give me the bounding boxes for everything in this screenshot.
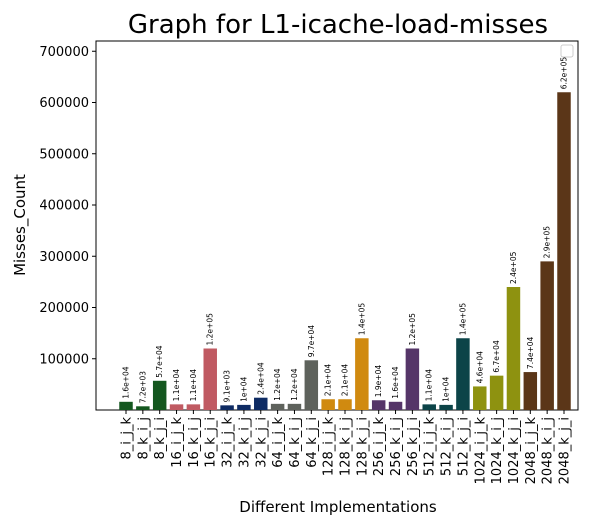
x-tick-label: 2048_i_j_k [524,417,539,485]
x-tick-label: 1024_k_j_i [507,417,522,484]
data-label: 6.7e+04 [492,340,501,373]
y-tick-label: 500000 [39,147,89,162]
data-label: 2.1e+04 [341,364,350,397]
x-tick-label: 16_k_i_j [187,417,202,468]
bar-512_i_j_k [422,404,436,410]
bar-2048_k_j_i [557,92,571,410]
y-axis: 100000 200000 300000 400000 500000 600000 7000… [39,45,96,367]
x-tick-label: 256_k_i_j [389,417,404,476]
bar-256_k_i_j [388,401,403,410]
x-tick-label: 256_k_j_i [406,417,421,476]
bar-16_i_j_k [169,404,184,410]
x-tick-label: 256_i_j_k [372,417,387,477]
data-label: 1.6e+04 [391,366,400,399]
bar-1024_k_i_j [489,375,504,410]
data-label: 6.2e+05 [560,57,569,90]
x-tick-label: 32_i_j_k [221,417,236,468]
bar-128_k_i_j [338,399,352,410]
bar-256_i_j_k [371,400,386,410]
data-label: 1.2e+04 [273,368,282,401]
data-label: 1.2e+05 [206,313,215,346]
bar-8_k_j_i [152,380,167,410]
x-tick-label: 128_k_i_j [339,417,354,476]
data-label: 1.4e+05 [357,303,366,336]
x-axis: 8_i_j_k 8_k_i_j 8_k_j_i 16_i_j_k 16_k_i_j 16_… [120,410,573,484]
data-label: 1e+04 [239,376,248,401]
bars-layer [119,92,571,411]
plot-frame [95,40,579,411]
data-label: 1.4e+05 [458,303,467,336]
legend-box [560,44,574,58]
x-tick-label: 64_k_j_i [305,417,320,468]
y-tick-label: 700000 [39,45,89,60]
x-tick-label: 512_i_j_k [423,417,438,477]
bar-16_k_i_j [186,404,201,410]
x-tick-label: 16_i_j_k [170,417,185,468]
data-label: 5.7e+04 [155,345,164,378]
data-label: 2.4e+05 [509,251,518,284]
data-label: 1.2e+05 [408,313,417,346]
data-label: 1.1e+04 [425,369,434,402]
x-tick-label: 512_k_i_j [440,417,455,476]
x-tick-label: 1024_k_i_j [490,417,505,484]
bar-64_i_j_k [270,403,285,410]
bar-512_k_j_i [456,338,470,410]
bar-32_i_j_k [220,405,234,410]
data-label: 2.1e+04 [324,364,333,397]
x-tick-label: 8_k_j_i [153,417,168,460]
bar-64_k_j_i [304,360,319,410]
bar-2048_k_i_j [540,261,554,411]
x-tick-label: 32_k_j_i [254,417,269,468]
data-label: 1.1e+04 [172,369,181,402]
data-label: 1e+04 [442,376,451,401]
x-axis-label: Different Implementations [239,498,437,516]
bar-32_k_i_j [237,404,251,411]
bar-128_k_j_i [355,338,369,410]
y-axis-label: Misses_Count [11,174,30,276]
x-tick-label: 128_k_j_i [355,417,370,476]
x-tick-label: 8_i_j_k [120,417,135,460]
x-tick-label: 16_k_j_i [204,417,219,468]
data-label: 2.9e+05 [543,226,552,259]
x-tick-label: 2048_k_j_i [558,417,573,484]
data-label: 9.1e+03 [223,370,232,403]
y-tick-label: 200000 [39,301,89,316]
x-tick-label: 2048_k_i_j [541,417,556,484]
x-tick-label: 128_i_j_k [322,417,337,477]
y-tick-label: 600000 [39,96,89,111]
x-tick-label: 32_k_i_j [237,417,252,468]
chart-title: Graph for L1-icache-load-misses [128,10,548,40]
data-labels-layer: 1.6e+04 7.2e+03 5.7e+04 1.1e+04 1.1e+04 1.2e+… [122,57,569,404]
data-label: 9.7e+04 [307,325,316,358]
bar-1024_i_j_k [473,386,487,410]
x-tick-label: 1024_i_j_k [473,417,488,485]
plot-area: 1.6e+04 7.2e+03 5.7e+04 1.1e+04 1.1e+04 1.2e+… [95,40,579,411]
data-label: 1.9e+04 [374,365,383,398]
x-tick-label: 512_k_j_i [456,417,471,476]
bar-2048_i_j_k [523,372,538,410]
data-label: 1.6e+04 [122,366,131,399]
y-tick-label: 400000 [39,199,89,214]
bar-8_i_j_k [119,401,133,410]
data-label: 1.1e+04 [189,369,198,402]
bar-512_k_i_j [439,404,453,411]
bar-1024_k_j_i [506,287,521,410]
x-tick-label: 8_k_i_j [136,417,151,460]
data-label: 4.6e+04 [475,351,484,384]
data-label: 2.4e+04 [256,362,265,395]
bar-8_k_i_j [136,406,150,410]
x-tick-label: 64_k_i_j [288,417,303,468]
bar-32_k_j_i [254,397,268,410]
bar-64_k_i_j [287,403,302,410]
data-label: 7.2e+03 [138,371,147,404]
bar-16_k_j_i [203,348,217,410]
bar-128_i_j_k [321,399,335,410]
y-tick-label: 100000 [39,352,89,367]
bar-256_k_j_i [405,348,420,410]
x-tick-label: 64_i_j_k [271,417,286,468]
data-label: 1.2e+04 [290,368,299,401]
y-tick-label: 300000 [39,250,89,265]
data-label: 7.4e+04 [526,336,535,369]
